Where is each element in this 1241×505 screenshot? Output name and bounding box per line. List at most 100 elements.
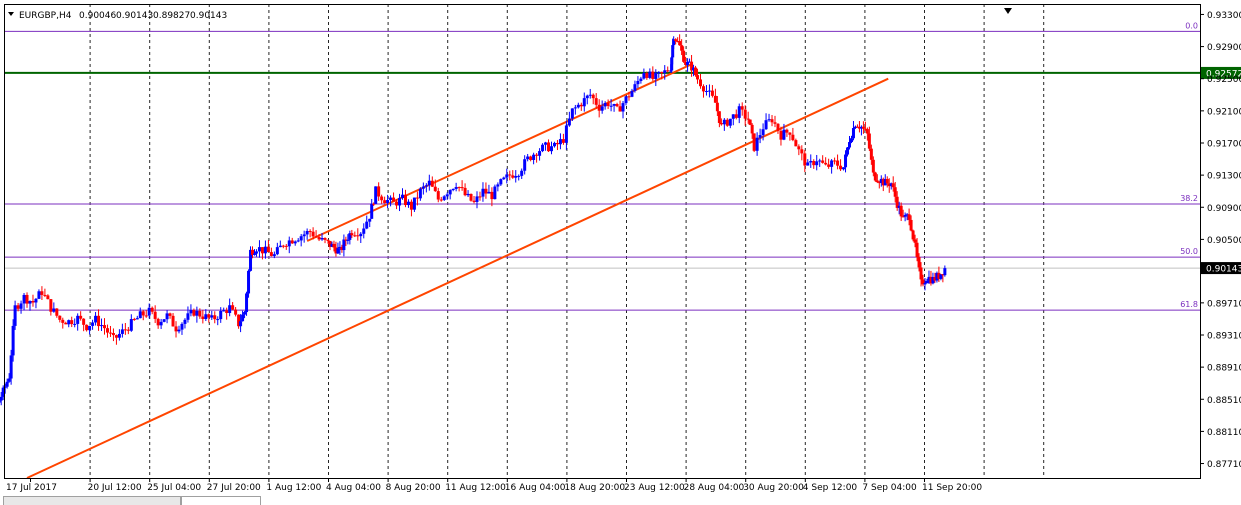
horizontal-line-price-box: [1201, 66, 1241, 79]
candle-body: [368, 218, 372, 222]
candle-body: [682, 50, 686, 62]
fibonacci-levels[interactable]: 0.0 38.2 50.0 61.8: [5, 21, 1200, 311]
candle-body: [517, 175, 521, 177]
candle-body: [225, 310, 229, 314]
candle-body: [260, 247, 264, 254]
candle-body: [642, 73, 646, 79]
candle-body: [123, 329, 127, 331]
candle-body: [475, 196, 479, 202]
candle-body: [97, 315, 101, 327]
candle-body: [156, 318, 160, 326]
candle-body: [383, 200, 387, 204]
time-tick-label: 7 Sep 04:00: [862, 483, 917, 493]
candle-body: [287, 240, 291, 247]
candle-body: [853, 126, 857, 129]
channel-line[interactable]: [26, 77, 889, 479]
horizontal-line[interactable]: 0.92572: [5, 66, 1241, 80]
candle-body: [905, 214, 909, 216]
candle-body: [770, 119, 774, 123]
candle-body: [346, 239, 350, 241]
candle-body: [797, 146, 801, 150]
candle-body: [883, 178, 887, 186]
candle-body: [915, 242, 919, 258]
candle-body: [243, 312, 247, 315]
candle-body: [761, 129, 765, 136]
candle-body: [171, 315, 175, 327]
candle-body: [165, 313, 169, 320]
time-tick-label: 28 Aug 04:00: [684, 483, 745, 493]
time-tick-label: 25 Jul 04:00: [147, 483, 201, 493]
candle-body: [692, 67, 696, 71]
candle-body: [713, 95, 717, 103]
candle-body: [523, 159, 527, 171]
candle-body: [535, 154, 539, 156]
candle-body: [846, 147, 850, 155]
candle-body: [502, 177, 506, 180]
candle-body: [427, 180, 431, 186]
candle-body: [278, 245, 282, 248]
candle-body: [377, 186, 381, 197]
candle-body: [921, 279, 925, 285]
candle-body: [929, 276, 933, 284]
time-axis[interactable]: 17 Jul 2017 20 Jul 12:00 25 Jul 04:00 27 Ju…: [6, 478, 982, 493]
candle-body: [526, 156, 530, 160]
candle-body: [7, 378, 11, 382]
candle-body: [180, 323, 184, 330]
candle-body: [198, 310, 202, 317]
candle-body: [600, 106, 604, 111]
time-tick-label: 8 Aug 20:00: [386, 483, 441, 493]
candle-body: [433, 186, 437, 192]
candle-body: [126, 329, 130, 331]
price-axis[interactable]: 0.93300 0.92900 0.92500 0.92100 0.91700 0.913…: [1200, 11, 1241, 470]
candle-body: [88, 325, 92, 331]
candle-body: [547, 142, 551, 152]
candle-body: [844, 154, 848, 168]
candle-body: [750, 124, 754, 134]
candle-body: [251, 249, 255, 255]
candle-body: [52, 308, 56, 312]
candle-body: [9, 355, 13, 379]
candle-body: [869, 148, 873, 160]
candle-body: [5, 381, 9, 387]
candle-body: [34, 298, 38, 303]
candle-body: [585, 95, 589, 99]
dropdown-triangle-icon[interactable]: [8, 12, 14, 16]
candle-body: [317, 237, 321, 240]
candle-body: [567, 118, 571, 126]
candle-body: [897, 205, 901, 208]
candle-body: [120, 329, 124, 334]
candle-body: [103, 325, 106, 329]
candle-body: [885, 178, 889, 184]
candle-body: [767, 119, 771, 121]
candle-body: [532, 154, 536, 161]
symbol-name: EURGBP,H4: [19, 11, 72, 21]
candle-body: [79, 315, 83, 319]
candle-body: [935, 272, 939, 281]
candle-body: [472, 200, 476, 202]
candle-body: [40, 291, 44, 295]
candle-body: [311, 231, 315, 237]
candle-body: [520, 170, 524, 176]
chart-tab-active[interactable]: [181, 496, 261, 505]
chart-shift-marker-icon[interactable]: [1004, 8, 1012, 14]
candle-body: [541, 144, 545, 152]
candle-body: [353, 235, 357, 237]
candle-body: [228, 305, 232, 314]
candle-body: [558, 139, 562, 145]
candle-body: [764, 120, 768, 130]
chart-tab[interactable]: [3, 496, 181, 505]
candle-body: [803, 153, 807, 166]
candle-body: [630, 90, 634, 97]
candle-body: [11, 325, 15, 356]
candle-body: [85, 324, 89, 331]
candle-body: [704, 90, 708, 92]
price-tick-label: 0.88510: [1207, 396, 1241, 406]
price-tick-label: 0.88910: [1207, 364, 1241, 374]
candle-body: [398, 198, 402, 206]
candle-body: [0, 396, 3, 401]
candle-body: [855, 126, 859, 128]
candle-body: [25, 294, 29, 304]
candle-body: [213, 315, 217, 320]
candle-body: [865, 129, 869, 134]
